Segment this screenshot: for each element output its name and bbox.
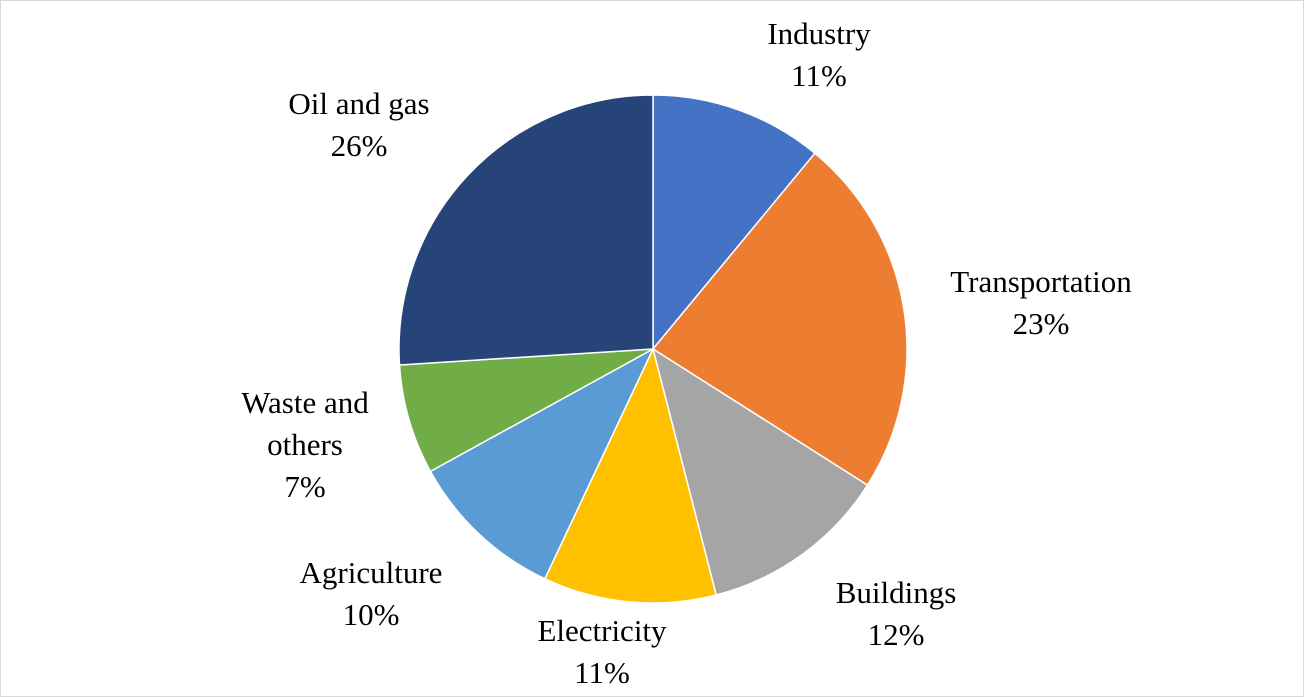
data-label-percent: 26%	[331, 128, 388, 163]
pie-slices	[398, 94, 908, 604]
data-label-agriculture: Agriculture 10%	[300, 555, 443, 632]
data-label-name: Transportation	[950, 264, 1132, 299]
data-label-name: Buildings	[836, 575, 957, 610]
pie-slice-buildings	[651, 347, 869, 596]
data-label-name: Industry	[767, 16, 871, 51]
data-label-name: Agriculture	[300, 555, 443, 590]
pie-slice-oil-and-gas	[398, 94, 654, 366]
data-label-percent: 7%	[284, 469, 325, 504]
pie-labels: Industry 11% Transportation 23% Buildings 12%…	[241, 16, 1132, 690]
data-label-name: others	[267, 427, 343, 462]
data-label-percent: 11%	[791, 58, 847, 93]
data-label-electricity: Electricity 11%	[537, 613, 667, 690]
data-label-transportation: Transportation 23%	[950, 264, 1132, 341]
data-label-name: Electricity	[537, 613, 667, 648]
pie-slice-waste-and-others	[398, 348, 654, 473]
data-label-oil-and-gas: Oil and gas 26%	[288, 86, 429, 163]
pie-slice-agriculture	[429, 347, 655, 580]
data-label-waste-and-others: Waste and others 7%	[241, 385, 369, 504]
data-label-name: Waste and	[241, 385, 369, 420]
data-label-industry: Industry 11%	[767, 16, 871, 93]
data-label-percent: 23%	[1013, 306, 1070, 341]
data-label-buildings: Buildings 12%	[836, 575, 957, 652]
data-label-name: Oil and gas	[288, 86, 429, 121]
data-label-percent: 12%	[868, 617, 925, 652]
pie-slice-electricity	[543, 346, 718, 604]
pie-slice-transportation	[651, 152, 908, 487]
pie-slice-industry	[652, 94, 816, 352]
data-label-percent: 10%	[343, 597, 400, 632]
data-label-percent: 11%	[574, 655, 630, 690]
